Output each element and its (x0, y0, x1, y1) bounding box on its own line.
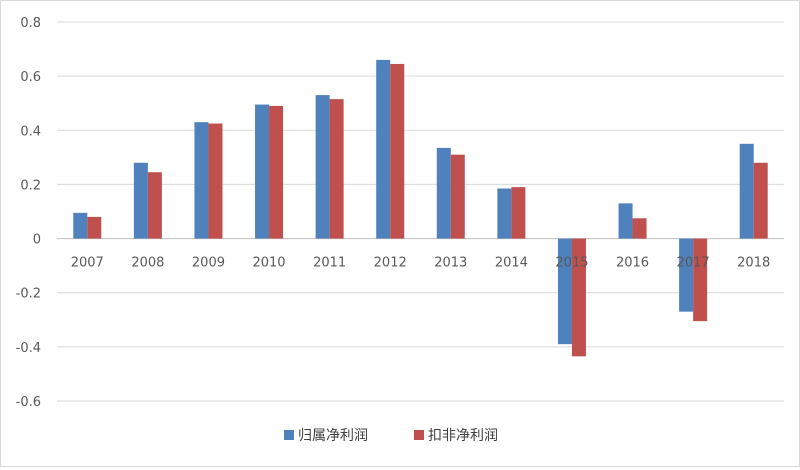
bar-series1-2008 (133, 162, 148, 239)
legend: 归属净利润 扣非净利润 (284, 427, 498, 444)
y-tick-label: -0.2 (16, 287, 41, 302)
bar-series2-2016 (632, 218, 647, 239)
bar-series1-2014 (497, 188, 512, 239)
bar-series2-2018 (753, 162, 768, 239)
x-tick-label: 2013 (434, 256, 467, 271)
bar-series1-2010 (255, 104, 270, 239)
bar-series1-2016 (618, 203, 633, 239)
x-tick-label: 2010 (252, 256, 285, 271)
bar-series1-2013 (436, 147, 451, 239)
x-tick-label: 2018 (737, 256, 770, 271)
y-tick-label: 0.8 (20, 16, 41, 31)
x-tick-label: 2015 (555, 256, 588, 271)
bar-series1-2015 (557, 238, 572, 345)
x-tick-label: 2008 (131, 256, 164, 271)
bar-series2-2012 (390, 63, 405, 239)
bar-series2-2011 (329, 99, 344, 239)
y-tick-label: 0.4 (20, 124, 41, 139)
legend-label: 归属净利润 (298, 427, 368, 444)
x-tick-label: 2011 (313, 256, 346, 271)
bar-series1-2011 (315, 95, 330, 239)
bar-series1-2018 (739, 143, 754, 239)
bar-series1-2009 (194, 122, 209, 239)
bar-series2-2013 (450, 154, 465, 239)
y-tick-label: 0.6 (20, 70, 41, 85)
x-tick-label: 2012 (374, 256, 407, 271)
bar-series2-2014 (511, 187, 526, 239)
bar-series2-2017 (693, 238, 708, 322)
x-tick-label: 2014 (495, 256, 528, 271)
bar-series2-2008 (147, 172, 162, 239)
gridlines (57, 21, 784, 402)
bar-series1-2007 (73, 212, 88, 239)
x-tick-label: 2009 (192, 256, 225, 271)
legend-label: 扣非净利润 (428, 428, 498, 444)
x-tick-label: 2016 (616, 256, 649, 271)
bar-series1-2012 (376, 59, 391, 239)
y-tick-label: 0 (33, 233, 41, 248)
x-tick-label: 2007 (71, 256, 104, 271)
y-tick-label: -0.4 (16, 341, 41, 356)
legend-swatch (284, 430, 294, 440)
bar-series1-2017 (679, 238, 694, 312)
bars (73, 59, 768, 357)
y-tick-label: 0.2 (20, 178, 41, 193)
bar-series2-2009 (208, 123, 223, 239)
legend-swatch (414, 430, 424, 440)
x-tick-label: 2017 (677, 256, 710, 271)
x-axis-labels: 2007 2008 2009 2010 2011 2012 2013 2014 2015 2016… (71, 256, 771, 271)
bar-series2-2010 (269, 105, 284, 239)
y-tick-label: -0.6 (16, 395, 41, 410)
bar-series2-2015 (571, 238, 586, 357)
y-axis-labels: 0.8 0.6 0.4 0.2 0 -0.2 -0.4 -0.6 (16, 16, 41, 410)
bar-series2-2007 (87, 216, 102, 239)
